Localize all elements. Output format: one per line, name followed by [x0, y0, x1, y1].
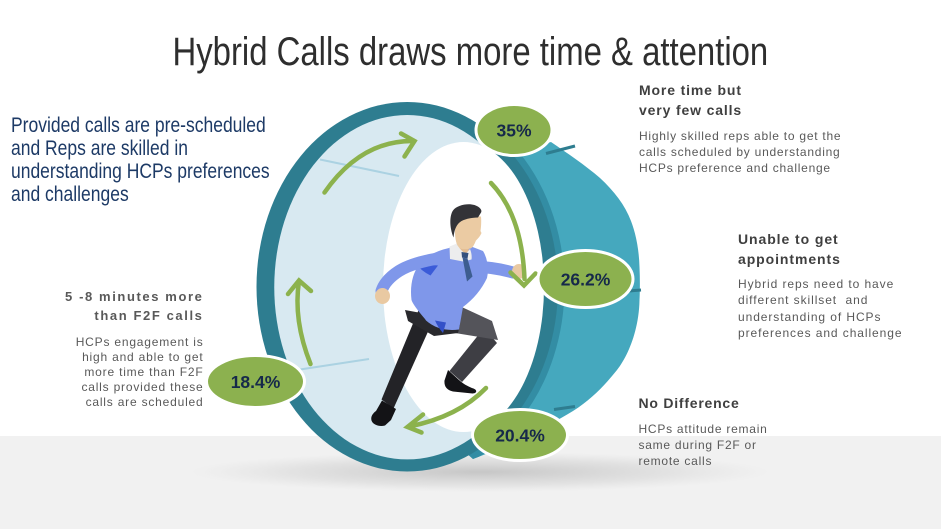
svg-text:26.2%: 26.2%: [561, 269, 611, 289]
svg-text:20.4%: 20.4%: [495, 425, 545, 445]
svg-text:18.4%: 18.4%: [231, 372, 281, 392]
svg-text:35%: 35%: [496, 120, 531, 140]
